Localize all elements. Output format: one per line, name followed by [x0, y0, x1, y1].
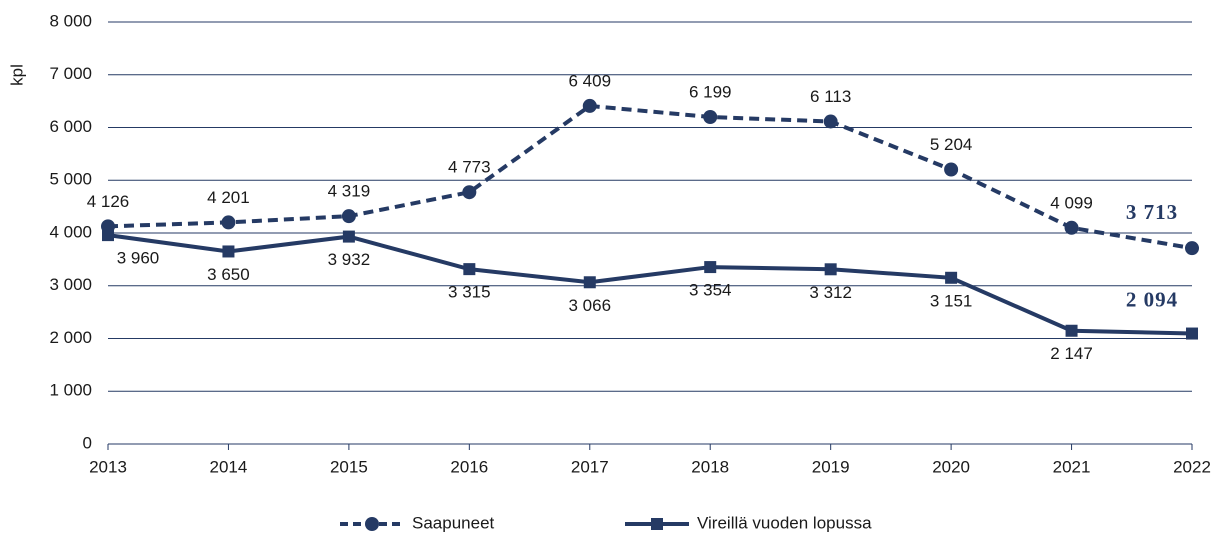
series-line	[107, 103, 1193, 251]
point	[824, 263, 837, 276]
x-tick-label: 2014	[210, 457, 248, 476]
point	[221, 215, 236, 230]
data-label: 6 409	[569, 71, 612, 90]
point	[703, 110, 718, 125]
data-label: 4 126	[87, 192, 130, 211]
y-tick-label: 6 000	[49, 117, 92, 136]
point	[945, 271, 958, 284]
data-label: 4 201	[207, 188, 250, 207]
y-tick-label: 3 000	[49, 275, 92, 294]
y-tick-label: 7 000	[49, 64, 92, 83]
x-tick-label: 2013	[89, 457, 127, 476]
y-tick-label: 0	[83, 433, 92, 452]
x-tick-label: 2017	[571, 457, 609, 476]
data-label: 3 066	[569, 296, 612, 315]
data-label: 3 650	[207, 265, 250, 284]
data-label: 4 319	[328, 182, 371, 201]
x-tick-label: 2019	[812, 457, 850, 476]
point	[1185, 241, 1199, 256]
legend-marker	[365, 517, 379, 531]
data-label: 3 960	[117, 249, 160, 268]
y-tick-label: 8 000	[49, 11, 92, 30]
point	[1065, 324, 1078, 337]
y-tick-label: 2 000	[49, 328, 92, 347]
y-tick-label: 5 000	[49, 170, 92, 189]
x-tick-label: 2015	[330, 457, 368, 476]
point	[1186, 327, 1198, 340]
data-label: 3 151	[930, 291, 973, 310]
point	[342, 230, 355, 243]
point	[583, 276, 596, 289]
data-label: 3 354	[689, 281, 732, 300]
data-label: 2 147	[1050, 344, 1093, 363]
x-tick-label: 2021	[1053, 457, 1091, 476]
point	[944, 162, 959, 177]
point	[704, 261, 717, 274]
y-tick-label: 1 000	[49, 381, 92, 400]
point	[102, 229, 114, 242]
x-tick-label: 2018	[691, 457, 729, 476]
series-line	[107, 233, 1193, 336]
x-tick-label: 2020	[932, 457, 970, 476]
data-label: 6 113	[810, 87, 851, 106]
point	[462, 185, 477, 200]
data-label: 6 199	[689, 82, 732, 101]
y-axis-label: kpl	[7, 64, 26, 86]
legend-label: Vireillä vuoden lopussa	[697, 513, 872, 532]
legend-marker	[651, 518, 663, 530]
x-tick-label: 2022	[1173, 457, 1211, 476]
y-tick-label: 4 000	[49, 222, 92, 241]
data-label: 3 713	[1126, 200, 1178, 224]
point	[222, 245, 235, 258]
data-label: 2 094	[1126, 287, 1178, 311]
x-tick-label: 2016	[450, 457, 488, 476]
data-label: 3 315	[448, 283, 491, 302]
data-label: 4 773	[448, 158, 491, 177]
legend-label: Saapuneet	[412, 513, 495, 532]
point	[463, 263, 476, 276]
point	[823, 114, 838, 129]
data-label: 3 932	[328, 250, 371, 269]
data-label: 4 099	[1050, 193, 1093, 212]
data-label: 3 312	[809, 283, 852, 302]
data-label: 5 204	[930, 135, 973, 154]
point	[1064, 220, 1079, 235]
point	[582, 98, 597, 113]
point	[341, 209, 356, 224]
